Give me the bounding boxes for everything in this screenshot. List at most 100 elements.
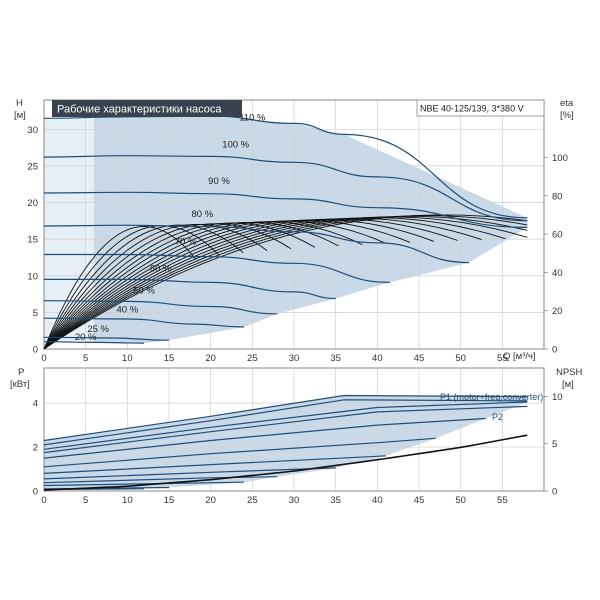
- bottom-x-tick-label: 45: [414, 495, 425, 506]
- top-x-tick-label: 40: [372, 353, 383, 364]
- bottom-plot-frame: [43, 367, 545, 492]
- bottom-x-tick-label: 5: [83, 495, 88, 506]
- top-x-axis-label: Q [м³/ч]: [503, 351, 536, 362]
- top-efficiency-curve: [43, 224, 244, 350]
- top-speed-curve: [43, 317, 245, 328]
- p1-curve: [43, 476, 278, 484]
- top-x-tick-label: 35: [330, 353, 341, 364]
- top-right-tick-label: 100: [552, 153, 568, 164]
- bottom-left-axis-label: P: [18, 367, 24, 378]
- top-right-tick-label: 20: [552, 306, 563, 317]
- top-panel: 0 5 10 15 20 25 30 35 40 45 50 55 0 5 10 15 20 25 30 0 20 40 6…: [27, 99, 568, 364]
- bottom-right-tick-label: 0: [552, 487, 557, 498]
- top-efficiency-curve: [43, 225, 197, 350]
- top-efficiency-curve: [43, 214, 528, 350]
- bottom-x-tick-label: 20: [205, 495, 216, 506]
- top-low-flow-band: [44, 117, 94, 343]
- p2-series-label: P2: [492, 412, 503, 422]
- top-speed-curve: [43, 336, 170, 341]
- top-x-tick-label: 45: [414, 353, 425, 364]
- top-x-tick-label: 50: [455, 353, 466, 364]
- top-left-tick-label: 15: [27, 235, 38, 246]
- top-left-tick-label: 5: [33, 308, 38, 319]
- top-efficiency-curve: [43, 219, 435, 350]
- top-right-tick-label: 40: [552, 268, 563, 279]
- bottom-left-tick-label: 0: [33, 487, 38, 498]
- bottom-left-tick-label: 4: [33, 399, 38, 410]
- top-right-tick-label: 0: [552, 345, 557, 356]
- top-x-tick-label: 55: [497, 353, 508, 364]
- top-speed-curve: [43, 224, 470, 264]
- top-efficiency-curve: [43, 218, 458, 350]
- top-speed-label: 110 %: [239, 113, 266, 124]
- model-label: NBE 40-125/139, 3*380 V: [420, 104, 524, 114]
- p2-curve: [43, 405, 528, 454]
- top-x-tick-label: 0: [41, 353, 46, 364]
- bottom-right-axis-unit: [м]: [562, 379, 574, 390]
- top-speed-label: 90 %: [208, 176, 230, 187]
- top-left-tick-label: 25: [27, 161, 38, 172]
- top-right-tick-label: 60: [552, 230, 563, 241]
- bottom-x-tick-label: 50: [455, 495, 466, 506]
- bottom-x-tick-label: 35: [330, 495, 341, 506]
- bottom-left-tick-label: 2: [33, 443, 38, 454]
- top-right-axis-unit: [%]: [560, 110, 574, 121]
- top-x-tick-label: 30: [289, 353, 300, 364]
- top-left-tick-label: 20: [27, 198, 38, 209]
- p1-curve: [43, 401, 528, 450]
- top-right-tick-label: 80: [552, 191, 563, 202]
- p1-curve: [43, 394, 528, 442]
- top-left-axis-unit: [м]: [14, 110, 26, 121]
- bottom-x-tick-label: 55: [497, 495, 508, 506]
- top-left-axis-label: H: [16, 98, 23, 109]
- top-speed-label: 40 %: [117, 304, 139, 315]
- top-efficiency-curve: [43, 216, 528, 350]
- chart-title: Рабочие характеристики насоса: [57, 104, 222, 116]
- top-x-tick-label: 5: [83, 353, 88, 364]
- bottom-x-tick-label: 0: [41, 495, 46, 506]
- top-right-axis-label: eta: [560, 98, 574, 109]
- top-left-tick-label: 0: [33, 345, 38, 356]
- top-speed-label: 70 %: [175, 236, 197, 247]
- top-speed-label: 80 %: [192, 209, 214, 220]
- top-speed-label: 60 %: [150, 263, 172, 274]
- p1-curve: [43, 455, 386, 474]
- top-speed-curve: [43, 253, 390, 283]
- bottom-x-tick-label: 40: [372, 495, 383, 506]
- top-operating-area: [44, 116, 528, 344]
- bottom-operating-area: [44, 395, 528, 490]
- top-speed-label: 100 %: [222, 140, 249, 151]
- p1-curve: [43, 417, 486, 459]
- bottom-x-tick-label: 25: [247, 495, 258, 506]
- p1-series-label: P1 (motor+freq.converter): [440, 392, 543, 402]
- model-frame: [416, 99, 545, 117]
- top-efficiency-curve: [43, 217, 506, 350]
- npsh-curve: [43, 434, 528, 491]
- top-efficiency-curve: [43, 221, 339, 350]
- bottom-x-tick-label: 15: [164, 495, 175, 506]
- p2-curve: [43, 399, 528, 446]
- bottom-right-tick-label: 10: [552, 392, 563, 403]
- top-speed-curve: [43, 155, 528, 222]
- top-speed-curve: [43, 191, 528, 228]
- model-box: NBE 40-125/139, 3*380 V: [416, 99, 545, 117]
- p1-curve: [43, 467, 336, 480]
- top-x-tick-label: 25: [247, 353, 258, 364]
- p1-curve: [43, 481, 245, 487]
- top-speed-curve: [43, 341, 145, 344]
- top-left-tick-label: 30: [27, 125, 38, 136]
- top-speed-curve: [43, 300, 278, 315]
- top-speed-curve: [44, 278, 336, 300]
- top-x-tick-label: 15: [164, 353, 175, 364]
- bottom-right-tick-label: 5: [552, 439, 557, 450]
- top-x-tick-label: 20: [205, 353, 216, 364]
- p1-curve: [43, 437, 436, 468]
- top-left-tick-label: 10: [27, 271, 38, 282]
- bottom-x-tick-label: 30: [289, 495, 300, 506]
- top-efficiency-curve: [43, 220, 387, 350]
- bottom-x-tick-label: 10: [122, 495, 133, 506]
- title-bar: [52, 100, 242, 117]
- top-speed-label: 50 %: [133, 285, 155, 296]
